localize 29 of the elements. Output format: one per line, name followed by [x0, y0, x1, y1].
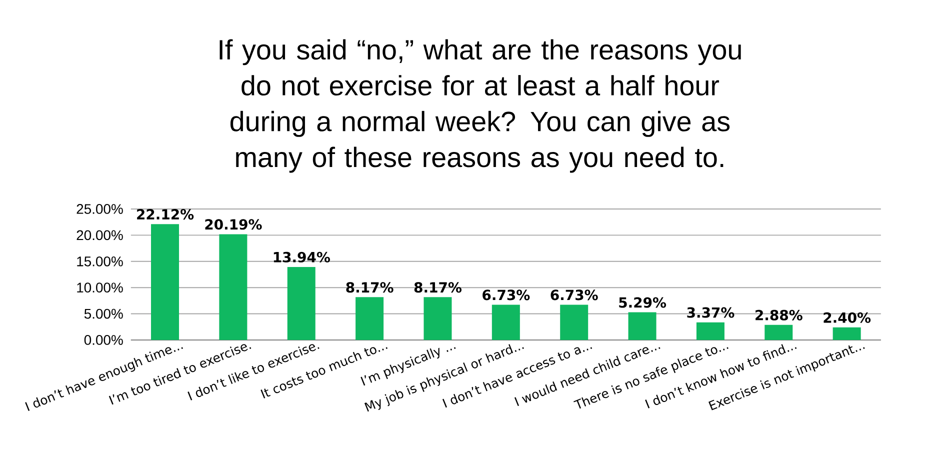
- chart-title: If you said “no,” what are the reasons you do not exercise for at least a half hour during a normal week? You can give as many of these reasons as you need to.: [220, 39, 741, 173]
- data-label: 8.17%: [414, 282, 462, 293]
- data-label: 2.88%: [756, 310, 802, 320]
- y-tick-label: 15.00%: [77, 256, 123, 266]
- data-label: 3.37%: [687, 307, 734, 318]
- y-tick-label: 20.00%: [76, 230, 123, 240]
- bar: [696, 322, 724, 340]
- data-label: 2.40%: [824, 312, 871, 323]
- bar: [424, 297, 452, 340]
- data-label: 22.12%: [137, 209, 194, 220]
- bar: [832, 327, 861, 340]
- bar: [219, 234, 248, 340]
- data-label: 6.73%: [482, 290, 530, 300]
- y-tick-label: 5.00%: [84, 308, 123, 319]
- bar: [151, 224, 180, 340]
- y-tick-label: 0.00%: [84, 335, 123, 345]
- data-label: 5.29%: [619, 297, 666, 308]
- bar: [560, 304, 588, 340]
- y-tick-label: 10.00%: [77, 282, 123, 293]
- bar: [287, 266, 316, 340]
- data-label: 8.17%: [346, 282, 394, 293]
- data-label: 20.19%: [205, 219, 262, 230]
- bar: [764, 324, 793, 340]
- data-label: 6.73%: [550, 290, 598, 300]
- bar: [492, 304, 520, 340]
- bar: [356, 297, 384, 340]
- bar: [628, 312, 656, 340]
- y-tick-label: 25.00%: [76, 204, 123, 214]
- data-label: 13.94%: [274, 252, 330, 262]
